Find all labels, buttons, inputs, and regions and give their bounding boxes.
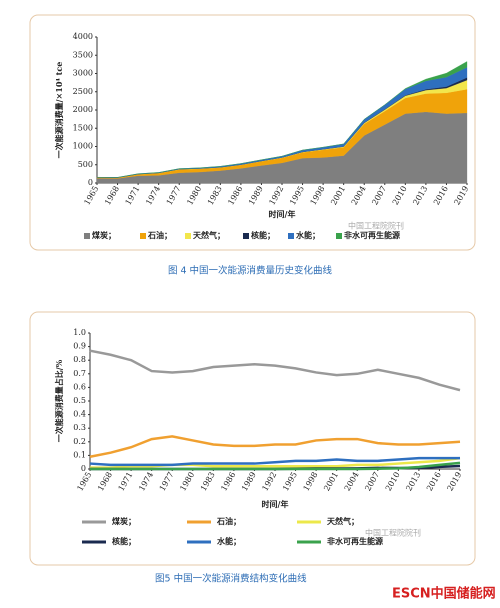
y-tick-label: 0.6: [73, 382, 86, 391]
line: [89, 349, 461, 392]
legend-swatch: [140, 233, 146, 239]
watermark: 中国工程院院刊: [365, 528, 421, 538]
y-tick-label: 0.8: [73, 355, 86, 364]
y-tick-label: 0.2: [73, 437, 86, 446]
legend-swatch: [288, 233, 294, 239]
y-tick-label: 4000: [73, 32, 93, 41]
y-tick-label: 1000: [73, 142, 93, 151]
y-tick-label: 0.3: [73, 423, 86, 432]
y-tick-label: 500: [78, 160, 93, 169]
x-axis-label: 时间/年: [269, 209, 296, 219]
caption: 图5 中国一次能源消费结构变化曲线: [155, 573, 307, 585]
legend-swatch: [336, 233, 342, 239]
legend-label: 核能；: [112, 536, 136, 547]
legend-label: 非水可再生能源: [327, 536, 383, 546]
watermark: 中国工程院院刊: [348, 221, 404, 231]
line: [90, 461, 461, 471]
y-axis-label: 一次能源消费量占比/%: [54, 359, 64, 442]
y-tick-label: 0.9: [73, 342, 86, 351]
legend-label: 天然气；: [327, 516, 359, 527]
caption: 图 4 中国一次能源消费量历史变化曲线: [168, 265, 333, 277]
legend-label: 煤炭；: [92, 230, 116, 241]
y-tick-label: 3500: [73, 50, 93, 59]
legend-swatch: [185, 233, 191, 239]
y-tick-label: 1500: [73, 123, 93, 132]
y-tick-label: 2500: [73, 87, 93, 96]
chart-frame: [29, 14, 476, 251]
legend-label: 天然气；: [193, 230, 225, 241]
legend-label: 煤炭；: [112, 516, 136, 527]
y-tick-label: 0: [88, 178, 93, 187]
legend-swatch: [243, 233, 249, 239]
legend-label: 石油；: [216, 516, 241, 527]
area: [96, 61, 468, 178]
y-tick-label: 0.7: [73, 369, 86, 378]
legend-label: 水能；: [216, 536, 241, 547]
y-tick-label: 3000: [73, 69, 93, 78]
line: [90, 456, 461, 469]
y-tick-label: 2000: [73, 105, 93, 114]
legend-swatch: [84, 233, 90, 239]
y-axis-label: 一次能源消费量/×10⁴ tce: [54, 62, 64, 159]
y-tick-label: 1.0: [73, 328, 86, 337]
legend-label: 石油；: [147, 230, 172, 241]
y-tick-label: 0: [81, 464, 86, 473]
logo: ESCN中国储能网: [392, 586, 496, 602]
x-axis-label: 时间/年: [262, 499, 289, 509]
line: [89, 435, 461, 458]
legend-label: 核能；: [251, 230, 275, 241]
y-tick-label: 0.4: [73, 410, 86, 419]
y-tick-label: 0.1: [73, 450, 86, 459]
legend-label: 水能；: [295, 230, 320, 241]
chart-frame: [29, 311, 476, 566]
line: [89, 456, 460, 467]
y-tick-label: 0.5: [73, 396, 86, 405]
legend-label: 非水可再生能源: [344, 230, 400, 240]
